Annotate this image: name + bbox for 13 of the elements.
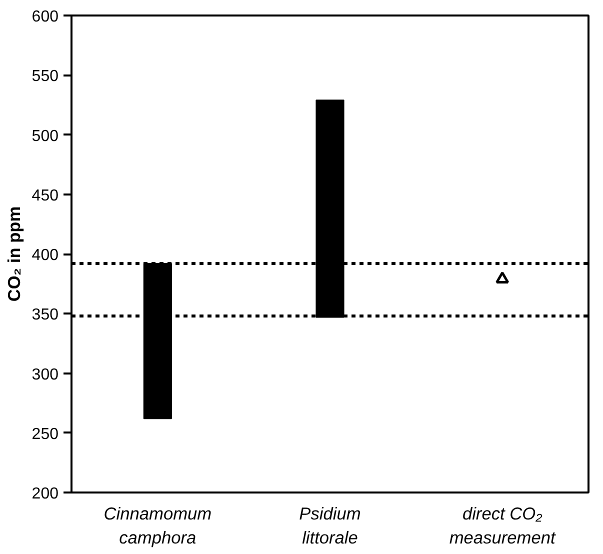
y-tick-label: 200 <box>32 486 59 502</box>
y-axis-title: CO₂ in ppm <box>4 206 24 302</box>
x-tick-label: Psidium littorale <box>299 504 361 548</box>
y-tick-label: 600 <box>32 8 59 26</box>
y-tick-label: 250 <box>32 426 59 443</box>
x-tick-label: Cinnamomum camphora <box>104 504 212 548</box>
y-tick-label: 300 <box>32 366 59 384</box>
y-tick-label: 350 <box>32 306 59 324</box>
x-tick-label: direct CO₂ measurement <box>449 504 556 548</box>
y-tick-label: 450 <box>32 187 59 204</box>
y-tick-label: 400 <box>32 247 59 264</box>
y-tick-label: 550 <box>32 68 59 86</box>
y-tick-label: 500 <box>32 128 59 145</box>
